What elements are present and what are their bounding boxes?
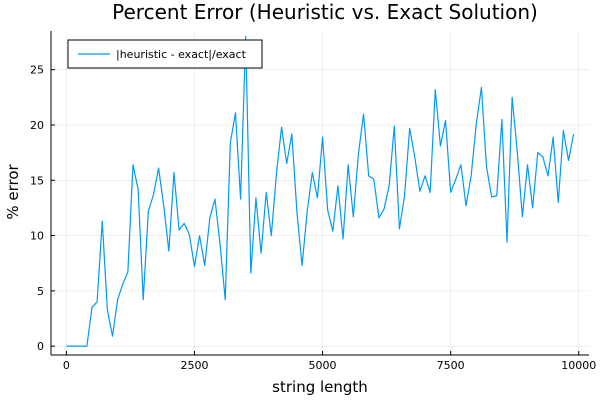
y-tick-label: 5 <box>37 285 44 298</box>
y-tick-label: 20 <box>30 119 44 132</box>
y-tick-label: 15 <box>30 174 44 187</box>
axes-layer <box>50 31 589 356</box>
x-tick-label: 7500 <box>437 359 465 372</box>
x-tick-label: 10000 <box>561 359 596 372</box>
y-tick-label: 0 <box>37 340 44 353</box>
tick-label-layer: 0 2500 5000 7500 10000 0 5 10 15 20 25 <box>30 64 596 372</box>
chart-title: Percent Error (Heuristic vs. Exact Solut… <box>112 0 538 24</box>
series-line <box>66 35 575 347</box>
series-layer <box>66 35 575 347</box>
x-tick-label: 5000 <box>309 359 337 372</box>
y-tick-label: 25 <box>30 64 44 77</box>
y-axis-label: % error <box>4 164 22 220</box>
legend: |heuristic - exact|/exact <box>67 39 263 69</box>
legend-entry-label: |heuristic - exact|/exact <box>116 48 247 61</box>
y-tick-label: 10 <box>30 230 44 243</box>
x-tick-label: 0 <box>63 359 70 372</box>
x-axis-label: string length <box>272 378 368 396</box>
grid-layer <box>51 31 589 355</box>
x-tick-label: 2500 <box>180 359 208 372</box>
